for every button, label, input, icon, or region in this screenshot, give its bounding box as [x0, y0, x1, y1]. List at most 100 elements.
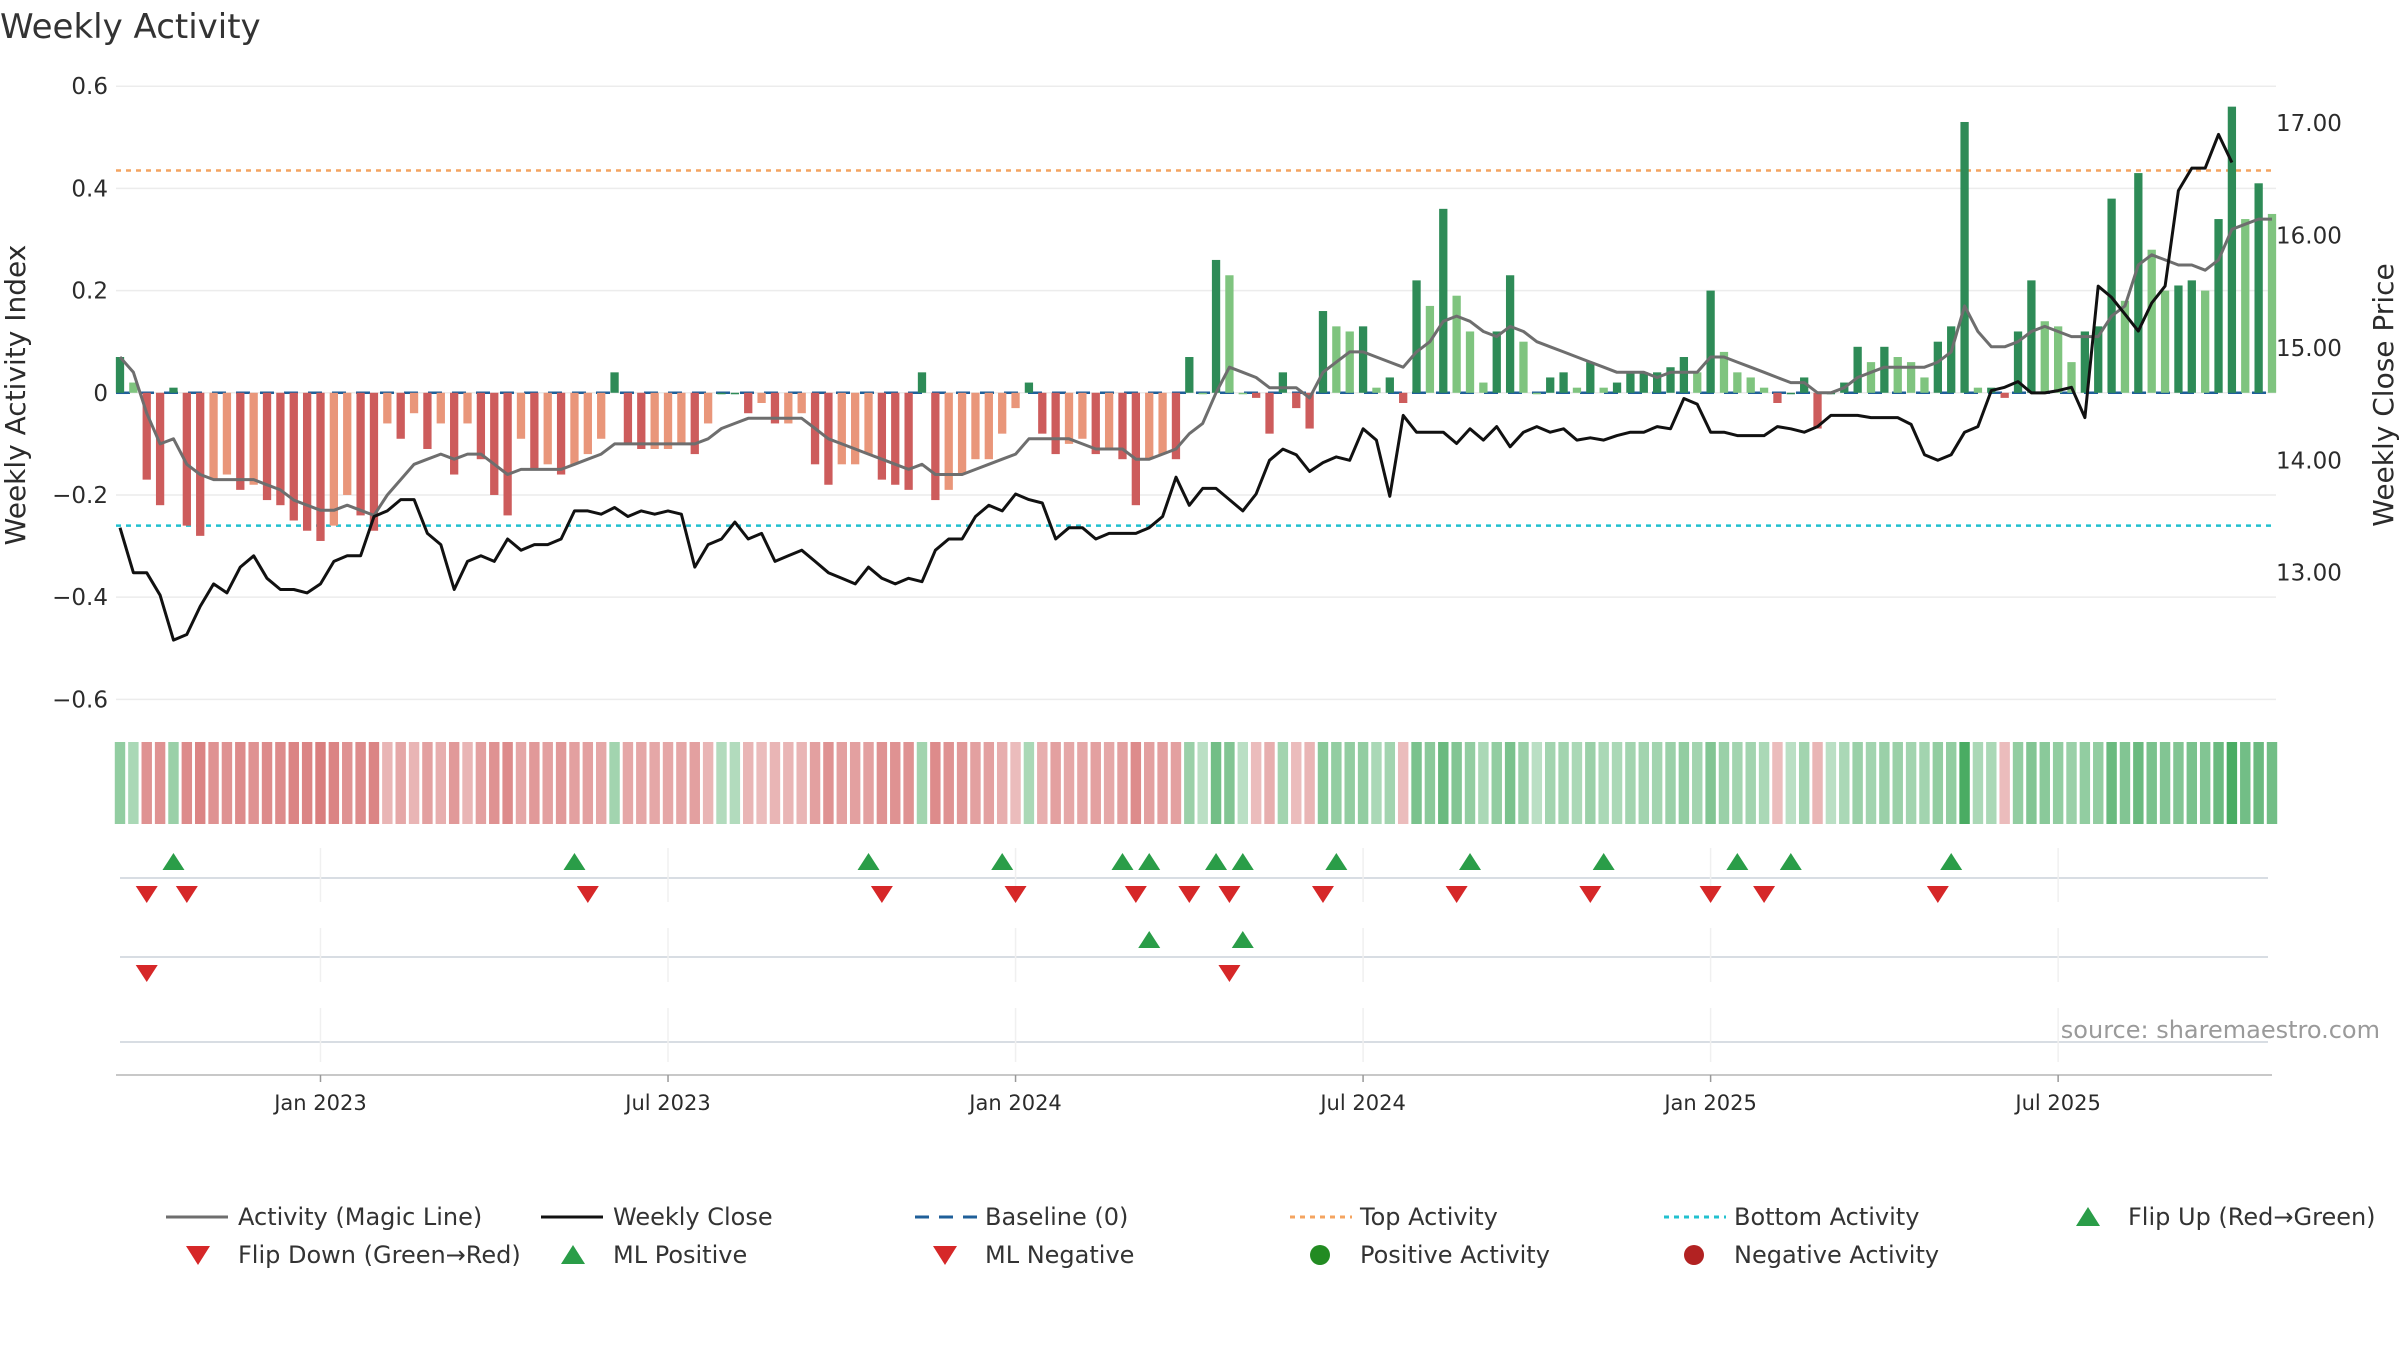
strip-cell	[729, 742, 741, 824]
strip-cell	[1945, 742, 1957, 824]
activity-bar	[784, 392, 793, 424]
activity-bar	[677, 392, 686, 444]
legend-swatch	[1684, 1245, 1704, 1265]
legend-label: ML Positive	[613, 1241, 747, 1269]
strip-cell	[301, 742, 313, 824]
flip-down-marker	[1178, 886, 1201, 903]
activity-bar	[155, 392, 165, 506]
y-tick-label: 0.4	[71, 176, 108, 202]
y-axis-label: Weekly Activity Index	[0, 245, 32, 546]
strip-cell	[1063, 742, 1075, 824]
strip-cell	[983, 742, 995, 824]
activity-bar	[1746, 377, 1755, 393]
activity-bar	[864, 392, 873, 455]
strip-cell	[128, 742, 139, 824]
activity-bar	[610, 372, 619, 393]
activity-bar	[1719, 351, 1729, 393]
activity-bar	[1318, 311, 1328, 393]
flip-up-marker	[1592, 853, 1615, 870]
activity-bar	[797, 392, 806, 414]
strip-cell	[1210, 742, 1222, 824]
strip-cell	[2133, 742, 2144, 824]
strip-cell	[916, 742, 928, 824]
strip-cell	[2186, 742, 2198, 824]
strip-cell	[796, 742, 807, 824]
flip-down-marker	[1218, 886, 1241, 903]
activity-bar	[302, 392, 312, 531]
activity-bar	[931, 392, 940, 501]
strip-cell	[930, 742, 941, 824]
strip-cell	[181, 742, 193, 824]
strip-cell	[1678, 742, 1690, 824]
activity-bar	[1131, 392, 1140, 506]
strip-cell	[1598, 742, 1609, 824]
activity-bar	[115, 357, 125, 393]
strip-cell	[221, 742, 233, 824]
legend-swatch	[933, 1246, 957, 1265]
activity-bar	[1572, 387, 1582, 393]
activity-bar	[1599, 387, 1608, 393]
strip-cell	[1839, 742, 1850, 824]
activity-bar	[249, 392, 258, 485]
strip-cell	[1023, 742, 1035, 824]
flip-up-marker	[1111, 853, 1134, 870]
flip-up-marker	[1726, 853, 1749, 870]
activity-bar	[971, 392, 980, 460]
ml-negative-marker	[135, 965, 158, 982]
activity-bar	[556, 392, 566, 475]
activity-bar	[1666, 367, 1675, 393]
legend-swatch	[186, 1246, 210, 1265]
strip-cell	[1250, 742, 1262, 824]
strip-cell	[382, 742, 393, 824]
activity-bar	[1733, 372, 1742, 393]
strip-cell	[462, 742, 473, 824]
strip-cell	[1692, 742, 1703, 824]
strip-cell	[1972, 742, 1984, 824]
legend-swatch	[2076, 1207, 2100, 1226]
strip-cell	[1464, 742, 1476, 824]
activity-bar	[998, 392, 1007, 434]
activity-bar	[236, 392, 245, 490]
activity-bar	[1225, 275, 1234, 393]
activity-bar	[2214, 219, 2223, 393]
activity-bar	[757, 392, 766, 403]
activity-bar	[1038, 392, 1047, 434]
x-tick-label: Jul 2023	[623, 1091, 710, 1115]
flip-up-marker	[1459, 853, 1482, 870]
strip-cell	[408, 742, 420, 824]
activity-bar	[490, 392, 499, 495]
strip-cell	[235, 742, 246, 824]
strip-cell	[769, 742, 781, 824]
activity-bar	[1759, 387, 1769, 393]
strip-cell	[956, 742, 968, 824]
strip-cell	[809, 742, 821, 824]
activity-bar	[703, 392, 713, 424]
strip-cell	[2052, 742, 2064, 824]
strip-cell	[662, 742, 674, 824]
strip-cell	[2039, 742, 2050, 824]
activity-bar	[904, 392, 913, 490]
activity-bar	[463, 392, 472, 424]
activity-bar	[1893, 357, 1902, 393]
strip-cell	[1197, 742, 1208, 824]
activity-bar	[1920, 377, 1929, 393]
activity-bar	[2120, 300, 2130, 393]
activity-bar	[1305, 392, 1314, 429]
activity-bars	[115, 106, 2277, 541]
x-tick-label: Jul 2025	[2013, 1091, 2100, 1115]
y-tick-label: −0.6	[52, 687, 108, 713]
activity-bar	[2027, 280, 2036, 393]
strip-cell	[315, 742, 326, 824]
strip-cell	[2213, 742, 2224, 824]
strip-cell	[1010, 742, 1021, 824]
strip-cell	[676, 742, 687, 824]
activity-bar	[650, 392, 659, 449]
legend-label: Weekly Close	[613, 1203, 773, 1231]
strip-cell	[1331, 742, 1342, 824]
activity-bar	[383, 392, 392, 424]
y2-tick-label: 13.00	[2276, 561, 2342, 587]
strip-cell	[609, 742, 620, 824]
strip-cell	[1772, 742, 1783, 824]
y-tick-label: 0.6	[71, 74, 108, 100]
strip-cell	[1304, 742, 1315, 824]
